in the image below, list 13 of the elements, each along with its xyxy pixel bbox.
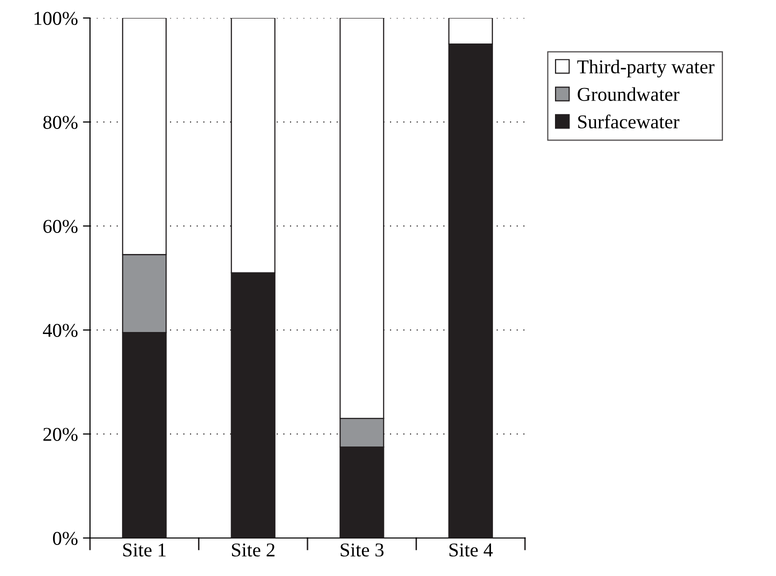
- y-tick-label: 0%: [53, 532, 78, 545]
- x-tick-label: Site 3: [340, 543, 384, 557]
- x-tick-label: Site 2: [232, 543, 274, 557]
- y-tick-label: 20%: [43, 428, 78, 441]
- legend-label: Surfacewater: [578, 114, 680, 128]
- y-tick-label: 60%: [43, 220, 78, 233]
- y-tick-label: 80%: [43, 116, 78, 129]
- y-tick-label: 100%: [34, 12, 78, 25]
- legend-label: Third-party water: [577, 60, 714, 78]
- y-tick-label: 40%: [42, 324, 78, 337]
- x-tick-label: Site 4: [450, 543, 493, 557]
- x-tick-label: Site 1: [123, 543, 166, 557]
- legend-label: Groundwater: [578, 87, 680, 101]
